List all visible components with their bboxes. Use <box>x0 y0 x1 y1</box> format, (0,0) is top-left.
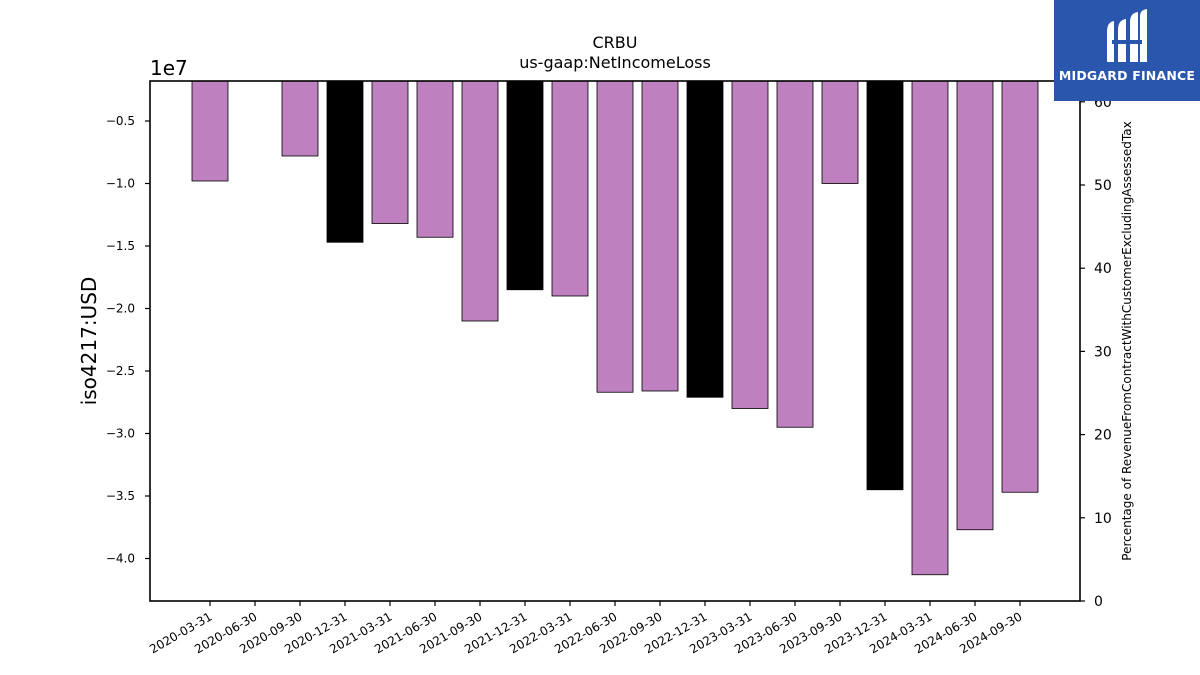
y-tick-label: −1.5 <box>106 239 135 253</box>
midgard-finance-logo: MIDGARD FINANCE <box>1054 0 1200 101</box>
bar-2021-09-30 <box>461 80 499 322</box>
y-tick-label: −1.0 <box>106 177 135 191</box>
bar-2021-03-31 <box>371 80 409 224</box>
bar-2020-03-31 <box>191 80 229 182</box>
bar-2022-09-30 <box>641 80 679 392</box>
bar-2020-12-31 <box>326 80 364 243</box>
bar-2023-03-31 <box>731 80 769 409</box>
chart-title: CRBU <box>593 33 638 52</box>
bar-2024-06-30 <box>956 80 994 531</box>
bar-2023-12-31 <box>866 80 904 491</box>
y-axis-label: iso4217:USD <box>77 277 101 406</box>
logo-text: MIDGARD FINANCE <box>1058 68 1196 83</box>
y2-tick-label: 40 <box>1094 261 1112 277</box>
bar-2022-12-31 <box>686 80 724 398</box>
bar-2020-09-30 <box>281 80 319 157</box>
bar-2023-06-30 <box>776 80 814 428</box>
bar-2024-03-31 <box>911 80 949 576</box>
y2-tick-label: 20 <box>1094 428 1112 444</box>
y-tick-label: −3.5 <box>106 489 135 503</box>
y2-tick-label: 50 <box>1094 178 1112 194</box>
y2-tick-label: 0 <box>1094 594 1103 610</box>
y-tick-label: −2.5 <box>106 364 135 378</box>
y2-axis-label: Percentage of RevenueFromContractWithCus… <box>1120 121 1134 560</box>
y-tick-label: −3.0 <box>106 427 135 441</box>
bar-2021-06-30 <box>416 80 454 238</box>
y-tick-label: −4.0 <box>106 552 135 566</box>
chart-subtitle: us-gaap:NetIncomeLoss <box>519 53 711 72</box>
bar-2023-09-30 <box>821 80 859 184</box>
bar-2021-12-31 <box>506 80 544 291</box>
bar-2024-09-30 <box>1001 80 1039 493</box>
y2-tick-label: 30 <box>1094 344 1112 360</box>
bar-2022-06-30 <box>596 80 634 393</box>
bar-2022-03-31 <box>551 80 589 297</box>
y-tick-label: −0.5 <box>106 114 135 128</box>
y-offset-label: 1e7 <box>150 56 188 80</box>
y-tick-label: −2.0 <box>106 302 135 316</box>
y2-tick-label: 10 <box>1094 511 1112 527</box>
logo-mark-icon <box>1107 9 1147 62</box>
